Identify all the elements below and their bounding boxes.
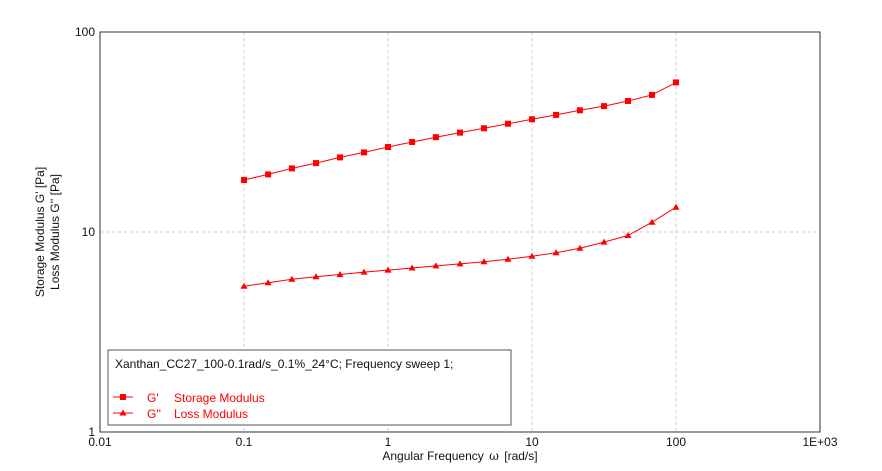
data-point-storage-modulus — [361, 149, 367, 156]
data-point-storage-modulus — [601, 103, 607, 110]
data-point-loss-modulus — [552, 249, 560, 256]
y-tick-label: 100 — [75, 25, 95, 39]
x-tick-labels: 0.01 0.1 1 10 100 1E+03 — [88, 435, 838, 449]
y-tick-label: 10 — [82, 225, 96, 239]
data-point-storage-modulus — [673, 79, 679, 86]
data-point-loss-modulus — [408, 264, 416, 271]
data-point-loss-modulus — [360, 268, 368, 275]
data-point-storage-modulus — [409, 139, 416, 145]
x-axis-title: Angular Frequency ω [rad/s] — [382, 449, 537, 463]
legend-desc-g-prime: Storage Modulus — [174, 391, 265, 405]
data-point-loss-modulus — [312, 273, 320, 280]
data-point-loss-modulus — [384, 266, 392, 273]
data-point-loss-modulus — [576, 244, 584, 251]
data-point-loss-modulus — [648, 218, 656, 225]
data-point-loss-modulus — [504, 255, 512, 262]
legend-label-g-prime: G' — [147, 391, 159, 405]
series-markers — [240, 79, 680, 289]
data-point-storage-modulus — [265, 171, 272, 178]
y-tick-label: 1 — [88, 425, 95, 439]
data-point-loss-modulus — [432, 262, 440, 269]
data-point-loss-modulus — [600, 238, 608, 245]
legend-title: Xanthan_CC27_100-0.1rad/s_0.1%_24°C; Fre… — [115, 357, 453, 371]
legend-marker-square — [120, 394, 126, 400]
x-tick-label: 0.01 — [88, 435, 112, 449]
legend: Xanthan_CC27_100-0.1rad/s_0.1%_24°C; Fre… — [107, 349, 512, 426]
data-point-storage-modulus — [288, 165, 295, 172]
data-point-loss-modulus — [480, 258, 488, 265]
legend-box — [107, 349, 512, 426]
legend-marker-triangle — [119, 409, 127, 416]
data-point-storage-modulus — [576, 107, 583, 114]
series-lines — [243, 81, 677, 287]
data-point-storage-modulus — [505, 120, 511, 127]
grid-lines — [100, 32, 820, 432]
y-tick-labels: 1 10 100 — [75, 25, 95, 439]
series-line-loss-modulus — [243, 206, 677, 287]
data-point-storage-modulus — [457, 129, 463, 136]
data-point-storage-modulus — [241, 177, 247, 183]
x-tick-label: 1 — [385, 435, 392, 449]
y-axis-title-line-2: Loss Modulus G'' [Pa] — [48, 174, 62, 290]
data-point-loss-modulus — [456, 260, 464, 267]
data-point-storage-modulus — [625, 98, 631, 104]
data-point-storage-modulus — [481, 125, 487, 132]
legend-label-g-double-prime: G'' — [147, 407, 161, 421]
data-point-storage-modulus — [553, 111, 560, 118]
data-point-loss-modulus — [672, 203, 680, 210]
data-point-storage-modulus — [649, 91, 655, 98]
data-point-loss-modulus — [288, 275, 296, 282]
data-point-loss-modulus — [336, 271, 344, 277]
y-axis-title: Storage Modulus G' [Pa] Loss Modulus G''… — [33, 167, 62, 297]
plot-area-frame — [99, 31, 821, 433]
data-point-loss-modulus — [528, 252, 536, 259]
x-tick-label: 1E+03 — [802, 435, 837, 449]
data-point-loss-modulus — [240, 282, 248, 289]
data-point-storage-modulus — [432, 134, 439, 141]
data-point-loss-modulus — [264, 279, 272, 286]
x-tick-label: 0.1 — [236, 435, 253, 449]
x-tick-label: 10 — [525, 435, 539, 449]
legend-desc-g-double-prime: Loss Modulus — [174, 407, 248, 421]
data-point-storage-modulus — [337, 154, 343, 161]
data-point-storage-modulus — [385, 144, 391, 150]
data-point-storage-modulus — [529, 116, 535, 123]
data-point-loss-modulus — [624, 232, 632, 238]
data-point-storage-modulus — [313, 160, 319, 167]
x-tick-label: 100 — [666, 435, 686, 449]
y-axis-title-line-1: Storage Modulus G' [Pa] — [33, 167, 47, 297]
